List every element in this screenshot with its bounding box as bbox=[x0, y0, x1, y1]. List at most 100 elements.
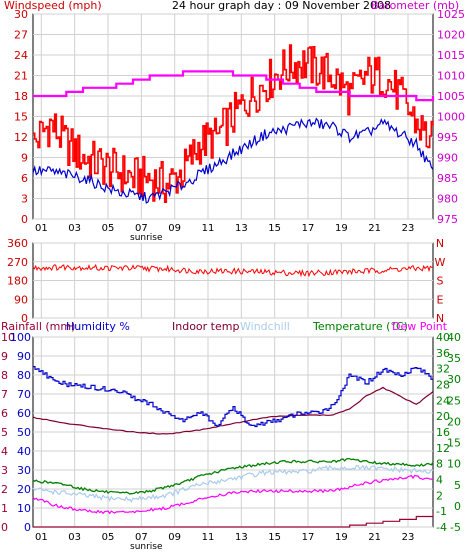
windspeed-axis-label: Windspeed (mph) bbox=[4, 0, 102, 12]
windspeed-tick-label: 0 bbox=[21, 213, 28, 226]
humidity-tick-label: 0 bbox=[24, 521, 31, 534]
wind-hour-tick-label: 05 bbox=[102, 223, 115, 234]
wind-hour-tick-label: 09 bbox=[168, 223, 181, 234]
wind-hour-tick-label: 19 bbox=[335, 223, 348, 234]
temperature-outer-tick-label: 5 bbox=[454, 479, 461, 492]
temperature-hour-tick-label: 19 bbox=[335, 532, 348, 543]
direction-gridlines bbox=[33, 242, 433, 319]
wind-hour-tick-label: 23 bbox=[402, 223, 415, 234]
wind-hour-tick-label: 07 bbox=[135, 223, 148, 234]
humidity-tick-label: 20 bbox=[17, 483, 31, 496]
windspeed-tick-label: 9 bbox=[21, 152, 28, 165]
wind-sunrise-label: sunrise bbox=[130, 233, 163, 243]
humidity-tick-label: 100 bbox=[10, 331, 31, 344]
barometer-tick-label: 990 bbox=[437, 152, 458, 165]
indoor-temp-line bbox=[32, 386, 434, 435]
dewpoint-label: Dew Point bbox=[392, 320, 448, 333]
rainfall-tick-label: 6 bbox=[1, 407, 8, 420]
temperature-hour-tick-labels: 01 03 05 07 09 11 13 15 17 19 21 23 bbox=[35, 532, 414, 543]
rainfall-tick-label: 0 bbox=[1, 521, 8, 534]
barometer-axis-label: Barometer (mb) bbox=[371, 0, 459, 12]
temperature-inner-tick-label: 40 bbox=[436, 331, 450, 344]
wind-hour-tick-label: 15 bbox=[268, 223, 281, 234]
windspeed-tick-label: 30 bbox=[14, 8, 28, 21]
chart-title: 24 hour graph day : 09 November 2008 bbox=[172, 0, 391, 12]
barometer-tick-label: 975 bbox=[437, 213, 458, 226]
barometer-tick-label: 1025 bbox=[437, 8, 465, 21]
windspeed-tick-label: 24 bbox=[14, 49, 28, 62]
rainfall-tick-labels: 0 1 2 3 4 5 6 7 8 9 10 bbox=[1, 331, 15, 534]
rainfall-tick-label: 7 bbox=[1, 388, 8, 401]
compass-letter: N bbox=[436, 237, 444, 250]
barometer-tick-labels: 975 980 985 990 995 1000 1005 1010 1015 1020 1025 bbox=[437, 8, 465, 226]
humidity-line bbox=[33, 366, 434, 428]
temperature-outer-tick-label: 35 bbox=[447, 352, 461, 365]
temperature-inner-tick-label: 8 bbox=[436, 458, 443, 471]
temperature-outer-tick-labels: -5 0 5 10 15 20 25 30 35 40 bbox=[447, 331, 461, 534]
temperature-hour-tick-label: 05 bbox=[102, 532, 115, 543]
windspeed-tick-label: 21 bbox=[14, 70, 28, 83]
windspeed-tick-label: 3 bbox=[21, 193, 28, 206]
temperature-hour-tick-label: 01 bbox=[35, 532, 48, 543]
temperature-inner-tick-label: 36 bbox=[436, 347, 450, 360]
rainfall-tick-label: 2 bbox=[1, 483, 8, 496]
temperature-inner-tick-label: 28 bbox=[436, 379, 450, 392]
temperature-panel: Rainfall (mm) Humidity % Indoor temp Win… bbox=[1, 320, 461, 552]
temperature-inner-tick-label: 24 bbox=[436, 394, 450, 407]
wind-hour-tick-label: 21 bbox=[368, 223, 381, 234]
barometer-tick-label: 1005 bbox=[437, 90, 465, 103]
compass-letter: S bbox=[437, 275, 444, 288]
rainfall-tick-label: 9 bbox=[1, 350, 8, 363]
windchill-line bbox=[32, 464, 434, 504]
temperature-hour-tick-label: 03 bbox=[68, 532, 81, 543]
wind-hour-tick-label: 03 bbox=[68, 223, 81, 234]
barometer-line bbox=[33, 70, 435, 102]
humidity-tick-label: 40 bbox=[17, 445, 31, 458]
wind-hour-tick-labels: 01 03 05 07 09 11 13 15 17 19 21 23 bbox=[35, 223, 414, 234]
barometer-tick-label: 995 bbox=[437, 131, 458, 144]
humidity-tick-label: 90 bbox=[17, 350, 31, 363]
temperature-outer-tick-label: 25 bbox=[447, 394, 461, 407]
windchill-label: Windchill bbox=[240, 320, 290, 333]
direction-series bbox=[32, 263, 433, 278]
barometer-tick-label: 980 bbox=[437, 193, 458, 206]
windspeed-tick-label: 27 bbox=[14, 29, 28, 42]
temperature-hour-tick-label: 11 bbox=[202, 532, 215, 543]
temperature-hour-tick-label: 17 bbox=[302, 532, 315, 543]
temperature-outer-tick-label: 0 bbox=[454, 500, 461, 513]
barometer-tick-label: 1010 bbox=[437, 70, 465, 83]
temperature-inner-tick-label: 32 bbox=[436, 363, 450, 376]
temperature-inner-tick-label: -4 bbox=[436, 521, 447, 534]
temperature-hour-tick-label: 23 bbox=[402, 532, 415, 543]
wind-hour-tick-label: 17 bbox=[302, 223, 315, 234]
compass-letter: N bbox=[436, 312, 444, 325]
humidity-tick-labels: 0 10 20 30 40 50 60 70 80 90 100 bbox=[10, 331, 31, 534]
temperature-outer-tick-label: 40 bbox=[447, 331, 461, 344]
barometer-tick-label: 1000 bbox=[437, 111, 465, 124]
compass-letter: E bbox=[437, 293, 444, 306]
direction-tick-labels: 0 90 180 270 360 bbox=[7, 237, 28, 325]
temperature-line bbox=[32, 457, 434, 495]
temperature-outer-tick-label: 15 bbox=[447, 437, 461, 450]
temperature-inner-tick-label: 16 bbox=[436, 426, 450, 439]
wind-hour-tick-label: 01 bbox=[35, 223, 48, 234]
compass-letter: W bbox=[435, 256, 446, 269]
temperature-hour-tick-label: 09 bbox=[168, 532, 181, 543]
temperature-label: Temperature (°C) bbox=[312, 320, 408, 333]
direction-tick-label: 180 bbox=[7, 275, 28, 288]
direction-tick-label: 90 bbox=[14, 293, 28, 306]
barometer-tick-label: 1020 bbox=[437, 29, 465, 42]
temperature-inner-tick-label: -1 bbox=[436, 505, 447, 518]
gust-line bbox=[33, 44, 434, 203]
temperature-hour-tick-label: 21 bbox=[368, 532, 381, 543]
rainfall-label: Rainfall (mm) bbox=[1, 320, 75, 333]
wind-direction-line bbox=[32, 263, 433, 278]
temperature-hour-tick-label: 13 bbox=[235, 532, 248, 543]
humidity-tick-label: 80 bbox=[17, 369, 31, 382]
temperature-outer-tick-label: -5 bbox=[450, 521, 461, 534]
temperature-inner-tick-label: 20 bbox=[436, 410, 450, 423]
wind-hour-tick-label: 11 bbox=[202, 223, 215, 234]
temperature-inner-tick-label: 4 bbox=[436, 474, 443, 487]
